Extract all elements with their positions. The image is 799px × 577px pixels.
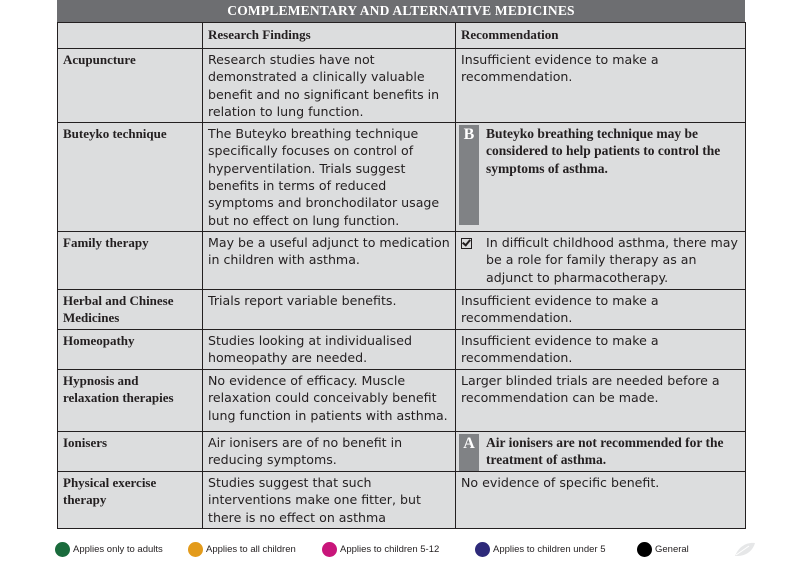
legend-dot-icon xyxy=(188,542,203,557)
cam-table: Research Findings Recommendation Acupunc… xyxy=(57,22,746,529)
header-research-findings: Research Findings xyxy=(202,22,456,49)
recommendation-cell: A Air ionisers are not recommended for th… xyxy=(455,430,746,472)
therapy-name: Acupuncture xyxy=(57,47,203,124)
recommendation-cell: In difficult childhood asthma, there may… xyxy=(455,230,746,290)
therapy-name: Ionisers xyxy=(57,430,203,472)
research-finding: May be a useful adjunct to medication in… xyxy=(202,230,456,290)
recommendation-text: In difficult childhood asthma, there may… xyxy=(486,234,738,285)
recommendation-cell: Insufficient evidence to make a recommen… xyxy=(455,47,746,124)
table-row: Acupuncture Research studies have not dem… xyxy=(57,47,746,124)
recommendation-cell: Insufficient evidence to make a recommen… xyxy=(455,328,746,370)
table-row: Ionisers Air ionisers are of no benefit i… xyxy=(57,430,746,472)
therapy-name: Homeopathy xyxy=(57,328,203,370)
header-therapy xyxy=(57,22,203,49)
legend-item: General xyxy=(637,542,689,557)
header-row: Research Findings Recommendation xyxy=(57,22,746,49)
table-row: Family therapy May be a useful adjunct to… xyxy=(57,230,746,290)
legend-item: Applies to children 5-12 xyxy=(322,542,439,557)
recommendation-cell: B Buteyko breathing technique may be cons… xyxy=(455,122,746,232)
table-row: Buteyko technique The Buteyko breathing t… xyxy=(57,122,746,232)
legend-item: Applies only to adults xyxy=(55,542,163,557)
research-finding: Studies looking at individualised homeop… xyxy=(202,328,456,370)
header-recommendation: Recommendation xyxy=(455,22,746,49)
legend-label: Applies to all children xyxy=(206,544,296,555)
legend-dot-icon xyxy=(322,542,337,557)
evidence-grade-badge: B xyxy=(459,125,479,226)
research-finding: The Buteyko breathing technique specific… xyxy=(202,122,456,232)
table-row: Physical exercise therapy Studies suggest… xyxy=(57,470,746,529)
table-title: COMPLEMENTARY AND ALTERNATIVE MEDICINES xyxy=(57,0,745,22)
therapy-name: Buteyko technique xyxy=(57,122,203,232)
recommendation-cell: No evidence of specific benefit. xyxy=(455,470,746,529)
legend-dot-icon xyxy=(55,542,70,557)
evidence-grade-badge: A xyxy=(459,433,479,471)
legend: Applies only to adults Applies to all chi… xyxy=(55,542,755,560)
research-finding: Air ionisers are of no benefit in reduci… xyxy=(202,430,456,472)
recommendation-cell: Insufficient evidence to make a recommen… xyxy=(455,288,746,330)
table-row: Herbal and Chinese Medicines Trials repor… xyxy=(57,288,746,330)
therapy-name: Herbal and Chinese Medicines xyxy=(57,288,203,330)
research-finding: Research studies have not demonstrated a… xyxy=(202,47,456,124)
legend-dot-icon xyxy=(475,542,490,557)
legend-label: General xyxy=(655,544,689,555)
legend-dot-icon xyxy=(637,542,652,557)
table-row: Hypnosis and relaxation therapies No evid… xyxy=(57,368,746,432)
good-practice-check-icon xyxy=(461,237,481,288)
recommendation-cell: Larger blinded trials are needed before … xyxy=(455,368,746,432)
legend-item: Applies to children under 5 xyxy=(475,542,606,557)
leaf-watermark-icon xyxy=(735,542,755,556)
research-finding: Studies suggest that such interventions … xyxy=(202,470,456,529)
legend-label: Applies to children 5-12 xyxy=(340,544,440,555)
therapy-name: Physical exercise therapy xyxy=(57,470,203,529)
legend-label: Applies to children under 5 xyxy=(493,544,606,555)
research-finding: Trials report variable benefits. xyxy=(202,288,456,330)
recommendation-text: Air ionisers are not recommended for the… xyxy=(486,434,724,468)
legend-item: Applies to all children xyxy=(188,542,296,557)
therapy-name: Hypnosis and relaxation therapies xyxy=(57,368,203,432)
research-finding: No evidence of efficacy. Muscle relaxati… xyxy=(202,368,456,432)
cam-table-wrapper: COMPLEMENTARY AND ALTERNATIVE MEDICINES … xyxy=(57,0,746,529)
legend-label: Applies only to adults xyxy=(73,544,163,555)
recommendation-text: Buteyko breathing technique may be consi… xyxy=(486,126,721,176)
therapy-name: Family therapy xyxy=(57,230,203,290)
table-row: Homeopathy Studies looking at individuali… xyxy=(57,328,746,370)
